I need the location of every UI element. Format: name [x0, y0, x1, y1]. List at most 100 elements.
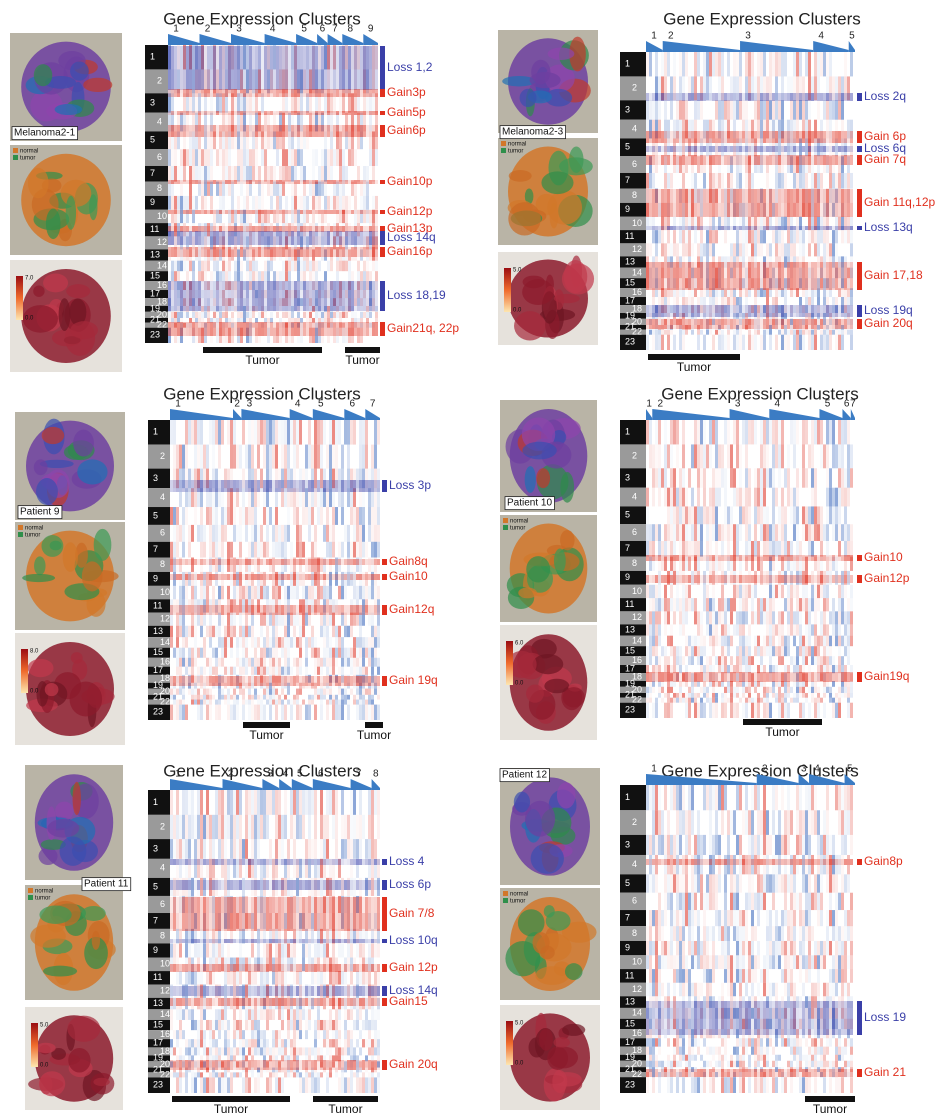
cnv-band: [691, 226, 694, 230]
heat-cell: [649, 100, 652, 119]
heat-cell: [239, 667, 242, 675]
cnv-band: [210, 231, 213, 245]
heat-cell: [258, 166, 261, 182]
heat-cell: [282, 312, 285, 318]
heat-cell: [778, 173, 781, 189]
cnv-band: [225, 231, 228, 245]
heat-cell: [170, 637, 173, 648]
scale-max: 7.0: [25, 276, 34, 282]
heat-cell: [709, 330, 712, 335]
cnv-annotation: Gain3p: [387, 85, 426, 99]
cnv-band: [787, 93, 790, 101]
cnv-band: [790, 131, 793, 143]
cnv-band: [243, 125, 246, 137]
cnv-band: [213, 281, 216, 311]
heat-cell: [673, 230, 676, 243]
heat-cell: [266, 648, 269, 658]
heat-cell: [194, 586, 197, 599]
cnv-band: [219, 46, 222, 90]
heat-cell: [754, 330, 757, 335]
heat-cell: [652, 335, 655, 350]
cnv-band: [820, 319, 823, 329]
heat-cell: [245, 648, 248, 658]
cnv-band: [279, 247, 282, 257]
cnv-marker: [857, 131, 862, 143]
cnv-band: [658, 146, 661, 152]
cnv-band: [339, 247, 342, 257]
heat-cell: [206, 658, 209, 667]
heat-cell: [294, 318, 297, 323]
cnv-band: [264, 180, 267, 184]
cnv-band: [231, 247, 234, 257]
cnv-band: [210, 247, 213, 257]
cnv-band: [811, 226, 814, 230]
heat-cell: [369, 271, 372, 281]
cnv-band: [225, 46, 228, 90]
heat-cell: [227, 586, 230, 599]
heat-cell: [177, 196, 180, 210]
cnv-band: [336, 322, 339, 336]
heat-cell: [188, 667, 191, 675]
cnv-band: [652, 131, 655, 143]
heat-cell: [832, 230, 835, 243]
cnv-band: [766, 319, 769, 329]
heat-cell: [288, 166, 291, 182]
cnv-band: [751, 131, 754, 143]
cnv-band: [808, 262, 811, 290]
cnv-band: [667, 226, 670, 230]
heat-cell: [363, 271, 366, 281]
cnv-band: [294, 111, 297, 115]
cnv-band: [805, 146, 808, 152]
heat-cell: [775, 230, 778, 243]
heat-cell: [311, 586, 314, 599]
cluster-wedge: [663, 41, 740, 52]
cnv-band: [207, 322, 210, 336]
heat-cell: [210, 149, 213, 166]
cnv-band: [838, 155, 841, 165]
cnv-band: [195, 89, 198, 97]
cnv-band: [742, 93, 745, 101]
cnv-band: [231, 210, 234, 214]
cnv-band: [216, 125, 219, 137]
heat-cell: [224, 626, 227, 637]
cnv-band: [243, 247, 246, 257]
cnv-band: [222, 210, 225, 214]
cnv-band: [291, 281, 294, 311]
heat-cell: [296, 507, 299, 525]
heat-cell: [739, 230, 742, 243]
cnv-band: [258, 281, 261, 311]
cnv-band: [760, 155, 763, 165]
cnv-band: [171, 125, 174, 137]
heat-cell: [781, 330, 784, 335]
cnv-band: [264, 322, 267, 336]
cnv-band: [814, 262, 817, 290]
cnv-band: [799, 131, 802, 143]
cnv-band: [234, 46, 237, 90]
heat-cell: [192, 318, 195, 323]
heat-cell: [248, 626, 251, 637]
cnv-band: [288, 89, 291, 97]
cnv-band: [841, 146, 844, 152]
heat-cell: [197, 445, 200, 469]
chromosome-label: 10: [157, 211, 167, 221]
heat-cell: [748, 173, 751, 189]
cnv-band: [222, 281, 225, 311]
heat-cell: [826, 100, 829, 119]
cnv-band: [288, 111, 291, 115]
cnv-band: [276, 210, 279, 214]
cnv-band: [787, 146, 790, 152]
heat-cell: [739, 243, 742, 256]
heat-cell: [317, 586, 320, 599]
cnv-band: [324, 89, 327, 97]
heat-cell: [679, 330, 682, 335]
cnv-band: [763, 305, 766, 317]
heat-cell: [240, 166, 243, 182]
heat-cell: [754, 297, 757, 305]
cnv-band: [303, 46, 306, 90]
heat-cell: [269, 445, 272, 469]
legend-label: normal: [25, 526, 43, 532]
heat-cell: [281, 648, 284, 658]
cnv-band: [814, 305, 817, 317]
heat-cell: [338, 542, 341, 558]
chromosome-block: [620, 203, 646, 217]
